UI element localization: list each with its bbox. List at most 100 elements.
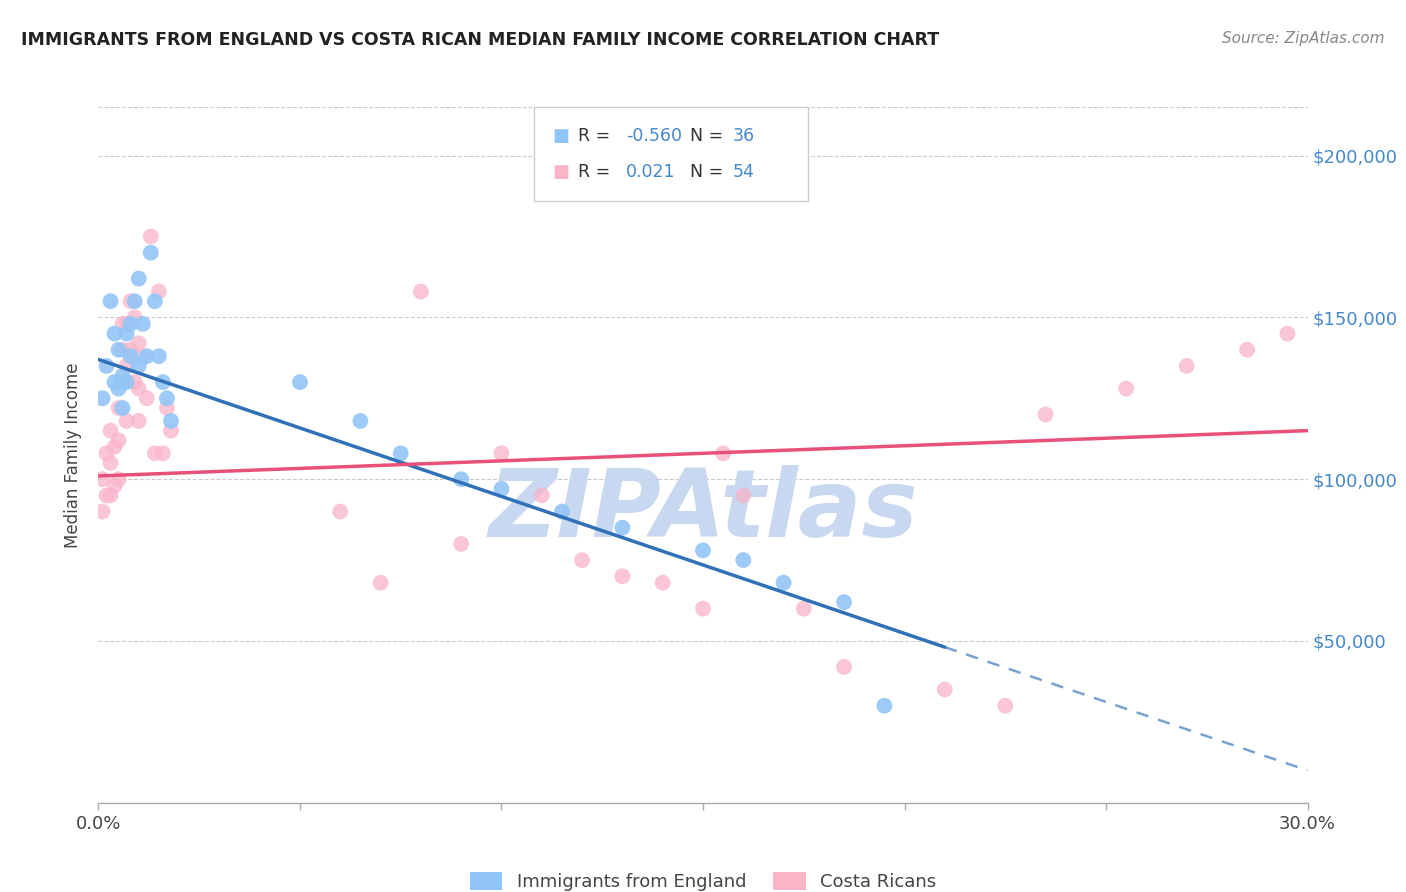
Point	[107, 382, 129, 396]
Point	[111, 401, 134, 415]
Point	[152, 446, 174, 460]
Point	[156, 401, 179, 415]
Point	[107, 434, 129, 448]
Point	[139, 245, 162, 260]
Point	[120, 343, 142, 357]
Point	[733, 553, 755, 567]
Point	[124, 294, 146, 309]
Point	[91, 472, 114, 486]
Point	[103, 440, 125, 454]
Point	[96, 488, 118, 502]
Point	[148, 349, 170, 363]
Point	[124, 375, 146, 389]
Point	[389, 446, 412, 460]
Text: 54: 54	[733, 163, 755, 181]
Point	[934, 682, 956, 697]
Point	[132, 317, 155, 331]
Point	[128, 336, 150, 351]
Point	[349, 414, 371, 428]
Point	[120, 317, 142, 331]
Point	[135, 392, 157, 406]
Point	[111, 317, 134, 331]
Point	[124, 310, 146, 325]
Point	[128, 382, 150, 396]
Point	[107, 401, 129, 415]
Y-axis label: Median Family Income: Median Family Income	[65, 362, 83, 548]
Point	[139, 229, 162, 244]
Point	[1277, 326, 1299, 341]
Point	[772, 575, 794, 590]
Legend: Immigrants from England, Costa Ricans: Immigrants from England, Costa Ricans	[463, 864, 943, 892]
Point	[491, 482, 513, 496]
Point	[103, 326, 125, 341]
Point	[115, 326, 138, 341]
Point	[115, 317, 138, 331]
Point	[692, 543, 714, 558]
Text: ■: ■	[553, 163, 569, 181]
Point	[103, 478, 125, 492]
Point	[711, 446, 734, 460]
Point	[152, 375, 174, 389]
Point	[370, 575, 392, 590]
Point	[793, 601, 815, 615]
Point	[692, 601, 714, 615]
Text: N =: N =	[690, 128, 730, 145]
Point	[96, 359, 118, 373]
Point	[100, 424, 122, 438]
Point	[551, 504, 574, 518]
Text: 36: 36	[733, 128, 755, 145]
Point	[91, 392, 114, 406]
Point	[135, 349, 157, 363]
Point	[103, 375, 125, 389]
Text: Source: ZipAtlas.com: Source: ZipAtlas.com	[1222, 31, 1385, 46]
Point	[1175, 359, 1198, 373]
Point	[128, 359, 150, 373]
Point	[128, 414, 150, 428]
Point	[651, 575, 673, 590]
Point	[107, 343, 129, 357]
Point	[329, 504, 352, 518]
Point	[111, 368, 134, 383]
Point	[128, 271, 150, 285]
Point	[100, 488, 122, 502]
Text: ZIPAtlas: ZIPAtlas	[488, 465, 918, 557]
Text: N =: N =	[690, 163, 730, 181]
Text: -0.560: -0.560	[626, 128, 682, 145]
Point	[115, 414, 138, 428]
Point	[160, 424, 183, 438]
Point	[873, 698, 896, 713]
Point	[91, 504, 114, 518]
Point	[832, 595, 855, 609]
Text: R =: R =	[578, 128, 616, 145]
Point	[120, 294, 142, 309]
Point	[994, 698, 1017, 713]
Point	[156, 392, 179, 406]
Point	[450, 472, 472, 486]
Point	[832, 660, 855, 674]
Text: 0.021: 0.021	[626, 163, 675, 181]
Point	[100, 456, 122, 470]
Point	[1115, 382, 1137, 396]
Point	[111, 343, 134, 357]
Point	[530, 488, 553, 502]
Point	[612, 521, 634, 535]
Point	[132, 349, 155, 363]
Text: ■: ■	[553, 128, 569, 145]
Point	[143, 294, 166, 309]
Text: IMMIGRANTS FROM ENGLAND VS COSTA RICAN MEDIAN FAMILY INCOME CORRELATION CHART: IMMIGRANTS FROM ENGLAND VS COSTA RICAN M…	[21, 31, 939, 49]
Text: R =: R =	[578, 163, 616, 181]
Point	[111, 375, 134, 389]
Point	[450, 537, 472, 551]
Point	[409, 285, 432, 299]
Point	[115, 375, 138, 389]
Point	[115, 359, 138, 373]
Point	[1236, 343, 1258, 357]
Point	[612, 569, 634, 583]
Point	[143, 446, 166, 460]
Point	[148, 285, 170, 299]
Point	[571, 553, 593, 567]
Point	[107, 472, 129, 486]
Point	[733, 488, 755, 502]
Point	[491, 446, 513, 460]
Point	[1035, 408, 1057, 422]
